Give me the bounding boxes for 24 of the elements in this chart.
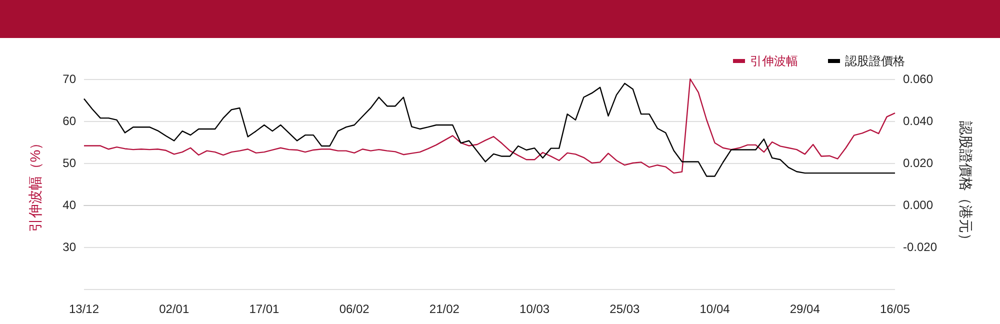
x-tick-label: 29/04 <box>790 302 820 316</box>
x-tick-label: 17/01 <box>249 302 280 316</box>
y-tick-label: 30 <box>62 240 76 254</box>
y2-axis-title: 認股證價格（港元） <box>958 121 974 247</box>
legend-label: 引伸波幅 <box>750 54 798 68</box>
y-axis-title: 引伸波幅（%） <box>27 136 43 232</box>
x-tick-label: 25/03 <box>610 302 640 316</box>
x-tick-label: 02/01 <box>159 302 190 316</box>
y2-tick-label: 0.040 <box>903 114 934 128</box>
y2-tick-label: 0.000 <box>903 198 934 212</box>
legend-label: 認股證價格 <box>845 54 905 68</box>
y-tick-label: 70 <box>62 72 76 86</box>
y2-tick-label: 0.020 <box>903 156 934 170</box>
y-tick-label: 40 <box>62 198 76 212</box>
x-tick-label: 10/03 <box>520 302 550 316</box>
x-tick-label: 13/12 <box>68 302 100 316</box>
y-tick-label: 60 <box>62 114 76 128</box>
y2-tick-label: -0.020 <box>903 240 938 254</box>
x-tick-label: 21/02 <box>429 302 460 316</box>
y2-tick-label: 0.060 <box>903 72 934 86</box>
x-tick-label: 06/02 <box>339 302 370 316</box>
x-tick-label: 10/04 <box>700 302 730 316</box>
x-tick-label: 16/05 <box>880 302 910 316</box>
y-tick-label: 50 <box>62 156 76 170</box>
